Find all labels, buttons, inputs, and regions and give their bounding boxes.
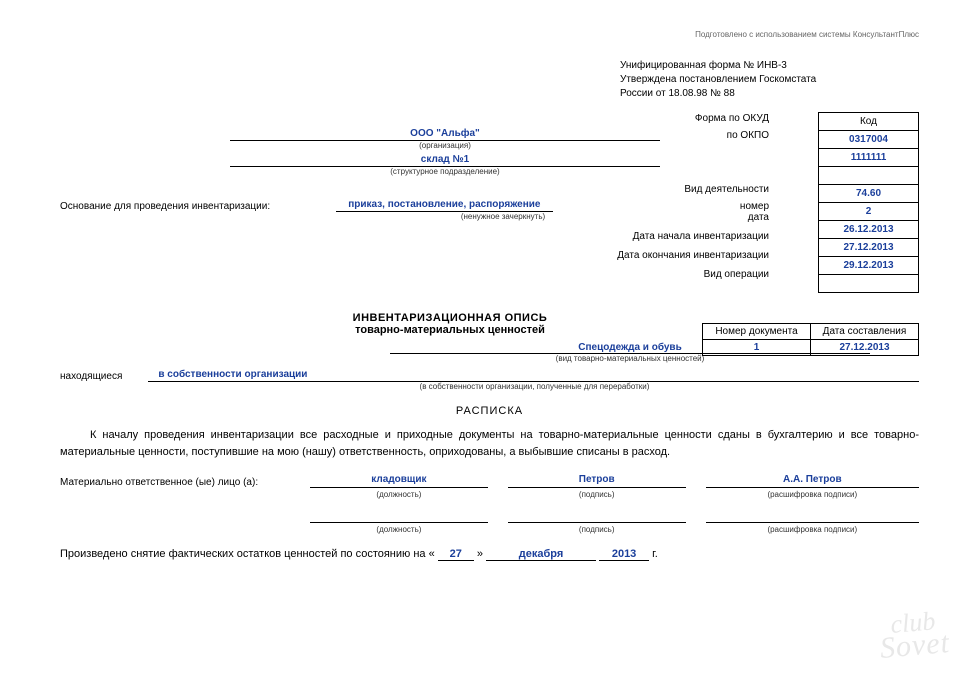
decode-sublabel-2: (расшифровка подписи)	[706, 525, 919, 534]
snapshot-day: 27	[438, 548, 474, 561]
doc-num-header: Номер документа	[703, 324, 811, 340]
okpo-value: 1111111	[819, 149, 919, 167]
snapshot-prefix: Произведено снятие фактических остатков …	[60, 548, 435, 560]
label-end-date: Дата окончания инвентаризации	[60, 246, 919, 265]
label-basis: Основание для проведения инвентаризации:	[60, 201, 276, 212]
code-table: Код 0317004 1111111 74.60 2 26.12.2013 2…	[818, 112, 919, 293]
end-date-value: 29.12.2013	[819, 257, 919, 275]
watermark-line1: club	[877, 610, 949, 637]
snapshot-month: декабря	[486, 548, 596, 561]
body-paragraph: К началу проведения инвентаризации все р…	[60, 427, 919, 460]
decode-sublabel: (расшифровка подписи)	[706, 490, 919, 499]
label-located: находящиеся	[60, 371, 128, 382]
doc-num-value: 1	[703, 340, 811, 356]
title-sub: товарно-материальных ценностей	[260, 324, 640, 336]
signature-sublabel: (подпись)	[508, 490, 686, 499]
document-table: Номер документа Дата составления 1 27.12…	[702, 323, 919, 356]
ownership-field: в собственности организации	[148, 369, 919, 382]
start-date-value: 27.12.2013	[819, 239, 919, 257]
label-start-date: Дата начала инвентаризации	[60, 227, 919, 246]
okud-value: 0317004	[819, 131, 919, 149]
basis-field: приказ, постановление, распоряжение	[336, 199, 552, 212]
snapshot-line: Произведено снятие фактических остатков …	[60, 548, 919, 561]
signature-sublabel-2: (подпись)	[508, 525, 686, 534]
decode-field-2	[706, 509, 919, 523]
signature-field-2	[508, 509, 686, 523]
form-info-line2: Утверждена постановлением Госкомстата	[620, 73, 919, 87]
label-operation: Вид операции	[60, 265, 919, 284]
operation-value	[819, 275, 919, 293]
ownership-sublabel: (в собственности организации, полученные…	[150, 382, 919, 391]
position-field: кладовщик	[310, 474, 488, 488]
position-sublabel: (должность)	[310, 490, 488, 499]
snapshot-year: 2013	[599, 548, 649, 561]
activity-value: 74.60	[819, 185, 919, 203]
position-field-2	[310, 509, 488, 523]
code-header: Код	[819, 113, 919, 131]
subdivision-field: склад №1	[230, 154, 660, 167]
system-note: Подготовлено с использованием системы Ко…	[60, 30, 919, 39]
watermark: club Sovet	[877, 610, 951, 661]
number-value: 2	[819, 203, 919, 221]
snapshot-mid: »	[477, 548, 483, 560]
decode-field: А.А. Петров	[706, 474, 919, 488]
title-main: ИНВЕНТАРИЗАЦИОННАЯ ОПИСЬ	[260, 312, 640, 324]
label-okud: Форма по ОКУД	[60, 109, 919, 128]
subdivision-sublabel: (структурное подразделение)	[230, 167, 660, 176]
org-field: ООО "Альфа"	[230, 128, 660, 141]
doc-date-value: 27.12.2013	[811, 340, 919, 356]
doc-date-header: Дата составления	[811, 324, 919, 340]
position-sublabel-2: (должность)	[310, 525, 488, 534]
date-value: 26.12.2013	[819, 221, 919, 239]
org-sublabel: (организация)	[230, 141, 660, 150]
label-activity: Вид деятельности	[60, 180, 919, 199]
receipt-heading: РАСПИСКА	[60, 405, 919, 417]
form-info: Унифицированная форма № ИНВ-3 Утверждена…	[620, 59, 919, 101]
form-info-line1: Унифицированная форма № ИНВ-3	[620, 59, 919, 73]
basis-sublabel: (ненужное зачеркнуть)	[348, 212, 658, 221]
form-info-line3: России от 18.08.98 № 88	[620, 87, 919, 101]
snapshot-suffix: г.	[652, 548, 658, 560]
responsible-label: Материально ответственное (ые) лицо (а):	[60, 477, 290, 488]
watermark-line2: Sovet	[879, 631, 951, 661]
signature-field: Петров	[508, 474, 686, 488]
